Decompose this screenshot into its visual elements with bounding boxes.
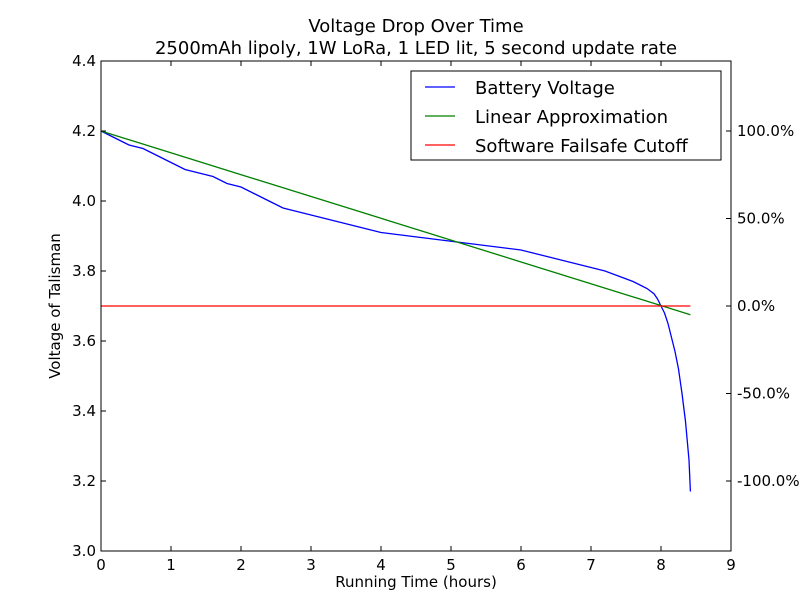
x-tick-label: 8 (656, 556, 666, 574)
x-tick-label: 6 (516, 556, 526, 574)
y2-tick-label: 50.0% (737, 210, 785, 228)
legend-label-battery-voltage: Battery Voltage (475, 78, 615, 99)
tick-layer: 0 1 2 3 4 5 6 7 8 9 3.0 3.2 3.4 3.6 3.8 4.0 4.2 4.4 100.0%… (72, 52, 799, 574)
x-tick-label: 0 (96, 556, 106, 574)
plot-frame (100, 60, 732, 552)
y2-tick-label: -100.0% (737, 472, 800, 490)
y-tick-label: 4.0 (72, 192, 96, 210)
x-tick-label: 1 (166, 556, 176, 574)
y-axis-label: Voltage of Talisman (46, 233, 64, 379)
x-tick-label: 2 (236, 556, 246, 574)
series-layer (100, 130, 692, 492)
chart-title: Voltage Drop Over Time (308, 16, 523, 37)
y-tick-label: 3.4 (72, 402, 96, 420)
y-tick-label: 4.2 (72, 122, 96, 140)
y2-tick-label: -50.0% (737, 385, 790, 403)
legend-label-software-failsafe-cutoff: Software Failsafe Cutoff (475, 136, 688, 157)
y-tick-label: 3.2 (72, 472, 96, 490)
legend-frame (410, 70, 722, 161)
series-line-battery-voltage (100, 130, 692, 492)
y-tick-label: 3.0 (72, 542, 96, 560)
x-tick-label: 7 (586, 556, 596, 574)
chart-subtitle: 2500mAh lipoly, 1W LoRa, 1 LED lit, 5 se… (155, 38, 677, 59)
x-axis-label: Running Time (hours) (335, 573, 497, 591)
x-tick-label: 5 (446, 556, 456, 574)
legend: Battery Voltage Linear Approximation Sof… (410, 70, 722, 161)
y-tick-label: 4.4 (72, 52, 96, 70)
x-tick-label: 3 (306, 556, 316, 574)
y-tick-label: 3.6 (72, 332, 96, 350)
series-line-linear-approximation (100, 130, 691, 316)
y2-tick-label: 100.0% (737, 122, 794, 140)
legend-label-linear-approximation: Linear Approximation (475, 107, 668, 128)
y-tick-label: 3.8 (72, 262, 96, 280)
x-tick-label: 9 (726, 556, 736, 574)
y2-tick-label: 0.0% (737, 297, 775, 315)
x-tick-label: 4 (376, 556, 386, 574)
